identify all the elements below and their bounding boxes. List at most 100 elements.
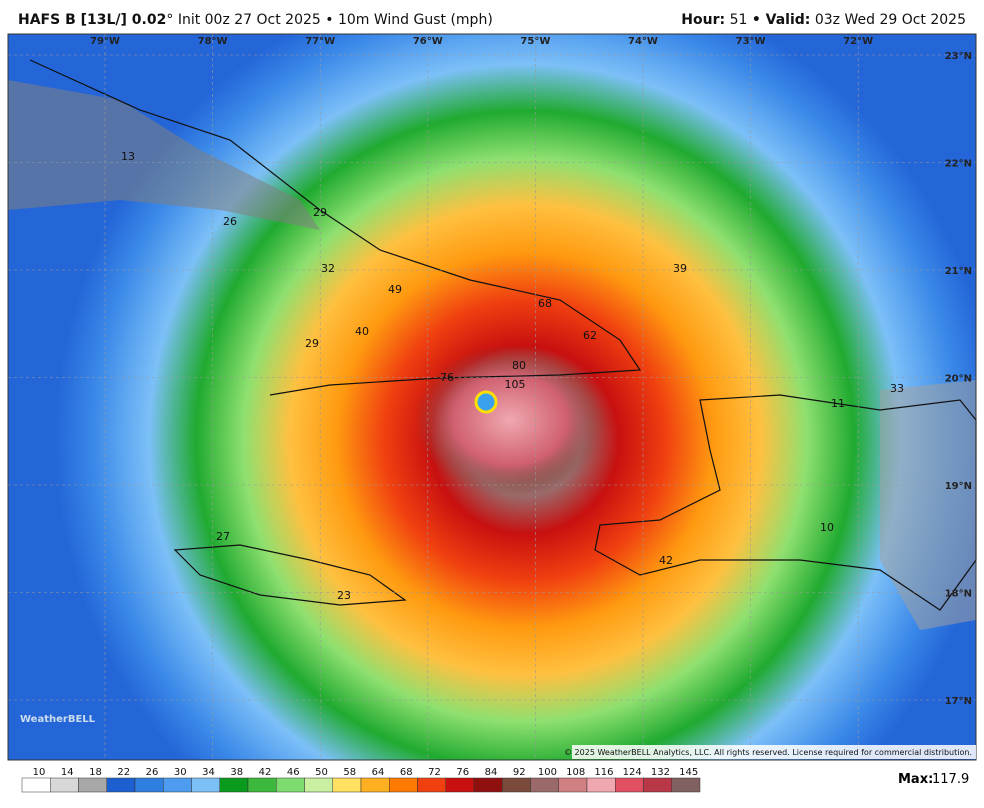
colorbar-swatch bbox=[276, 777, 305, 793]
valid: 03z Wed 29 Oct 2025 bbox=[814, 12, 966, 28]
colorbar-swatch bbox=[191, 777, 220, 793]
colorbar-label: 108 bbox=[566, 767, 585, 778]
hour-label: Hour: bbox=[681, 12, 726, 28]
lat-label: 23°N bbox=[945, 51, 972, 62]
copyright: © 2025 WeatherBELL Analytics, LLC. All r… bbox=[564, 748, 972, 757]
point-label: 62 bbox=[583, 329, 597, 342]
colorbar-label: 18 bbox=[89, 767, 102, 778]
point-label: 80 bbox=[512, 359, 526, 372]
colorbar-swatch bbox=[389, 777, 418, 793]
colorbar-swatch bbox=[615, 777, 644, 793]
colorbar-label: 38 bbox=[230, 767, 243, 778]
point-label: 13 bbox=[121, 150, 135, 163]
point-label: 68 bbox=[538, 297, 552, 310]
lon-label: 77°W bbox=[305, 36, 335, 47]
valid-label: • Valid: bbox=[751, 12, 811, 28]
coast-hispaniola bbox=[594, 394, 977, 611]
copyright-bg bbox=[572, 745, 976, 759]
point-label: 26 bbox=[223, 215, 237, 228]
lat-label: 22°N bbox=[945, 159, 972, 170]
lon-label: 75°W bbox=[520, 36, 550, 47]
lon-label: 78°W bbox=[198, 36, 228, 47]
colorbar-label: 132 bbox=[651, 767, 670, 778]
point-label: 29 bbox=[305, 337, 319, 350]
colorbar-swatch bbox=[50, 777, 79, 793]
colorbar-swatch bbox=[417, 777, 446, 793]
land-cuba-west bbox=[8, 80, 320, 230]
point-label: 39 bbox=[673, 262, 687, 275]
lat-label: 20°N bbox=[945, 374, 972, 385]
logo: WeatherBELL bbox=[20, 714, 96, 725]
point-label: 42 bbox=[659, 554, 673, 567]
colorbar-label: 10 bbox=[33, 767, 46, 778]
point-label: 27 bbox=[216, 530, 230, 543]
point-label: 33 bbox=[890, 382, 904, 395]
colorbar-swatch bbox=[530, 777, 559, 793]
lat-label: 19°N bbox=[945, 481, 972, 492]
header-right: Hour: 51 • Valid: 03z Wed 29 Oct 2025 bbox=[681, 12, 966, 28]
point-label: 105 bbox=[505, 378, 526, 391]
point-label: 32 bbox=[321, 262, 335, 275]
land-hispaniola-east bbox=[880, 380, 976, 630]
colorbar-label: 34 bbox=[202, 767, 215, 778]
colorbar-label: 64 bbox=[372, 767, 385, 778]
colorbar-label: 50 bbox=[315, 767, 328, 778]
point-label: 49 bbox=[388, 283, 402, 296]
coast-jamaica bbox=[173, 544, 407, 606]
max-value: 117.9 bbox=[932, 772, 969, 787]
core bbox=[415, 345, 605, 495]
colorbar-swatch bbox=[78, 777, 107, 793]
colorbar-label: 116 bbox=[594, 767, 613, 778]
colorbar-swatch bbox=[671, 777, 701, 793]
eye bbox=[474, 390, 498, 414]
colorbar-label: 145 bbox=[679, 767, 698, 778]
colorbar-swatch bbox=[21, 777, 51, 793]
colorbar-swatch bbox=[360, 777, 390, 793]
colorbar-label: 76 bbox=[456, 767, 469, 778]
header-left: HAFS B [13L/] 0.02° Init 00z 27 Oct 2025… bbox=[18, 12, 493, 28]
colorbar-swatch bbox=[304, 777, 333, 793]
colorbar-swatch bbox=[163, 777, 192, 793]
colorbar-label: 72 bbox=[428, 767, 441, 778]
lon-label: 79°W bbox=[90, 36, 120, 47]
colorbar-label: 84 bbox=[485, 767, 498, 778]
colorbar-label: 58 bbox=[343, 767, 356, 778]
lat-label: 17°N bbox=[945, 696, 972, 707]
colorbar-swatch bbox=[586, 777, 616, 793]
colorbar-swatch bbox=[134, 777, 164, 793]
coast-cuba bbox=[29, 59, 642, 396]
lon-label: 73°W bbox=[736, 36, 766, 47]
colorbar-label: 26 bbox=[146, 767, 159, 778]
colorbar-swatch bbox=[558, 777, 588, 793]
colorbar-label: 100 bbox=[538, 767, 557, 778]
colorbar-label: 42 bbox=[259, 767, 272, 778]
colorbar-swatch bbox=[106, 777, 136, 793]
point-label: 76 bbox=[440, 371, 454, 384]
lon-label: 76°W bbox=[413, 36, 443, 47]
colorbar-label: 92 bbox=[513, 767, 526, 778]
degree: ° bbox=[166, 12, 174, 28]
colorbar-label: 30 bbox=[174, 767, 187, 778]
colorbar-swatch bbox=[332, 777, 362, 793]
colorbar-label: 22 bbox=[117, 767, 130, 778]
colorbar-label: 46 bbox=[287, 767, 300, 778]
colorbar-swatch bbox=[643, 777, 672, 793]
max-label: Max: bbox=[898, 772, 933, 787]
lat-label: 21°N bbox=[945, 266, 972, 277]
lon-label: 74°W bbox=[628, 36, 658, 47]
point-label: 29 bbox=[313, 206, 327, 219]
point-label: 10 bbox=[820, 521, 834, 534]
point-label: 23 bbox=[337, 589, 351, 602]
colorbar-swatch bbox=[473, 777, 503, 793]
colorbar-swatch bbox=[502, 777, 531, 793]
map-frame bbox=[7, 33, 977, 761]
hour: 51 bbox=[729, 12, 748, 28]
point-label: 11 bbox=[831, 397, 845, 410]
colorbar-swatch bbox=[219, 777, 249, 793]
model: HAFS B [13L/] 0.02 bbox=[18, 12, 167, 28]
colorbar-label: 68 bbox=[400, 767, 413, 778]
point-label: 40 bbox=[355, 325, 369, 338]
init: Init 00z 27 Oct 2025 • 10m Wind Gust (mp… bbox=[177, 12, 493, 28]
